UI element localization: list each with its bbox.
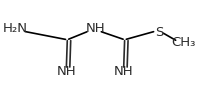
Text: S: S [155, 26, 163, 39]
Text: CH₃: CH₃ [172, 36, 196, 49]
Text: NH: NH [86, 22, 106, 35]
Text: H₂N: H₂N [3, 22, 28, 35]
Text: NH: NH [114, 65, 133, 78]
Text: NH: NH [57, 65, 76, 78]
